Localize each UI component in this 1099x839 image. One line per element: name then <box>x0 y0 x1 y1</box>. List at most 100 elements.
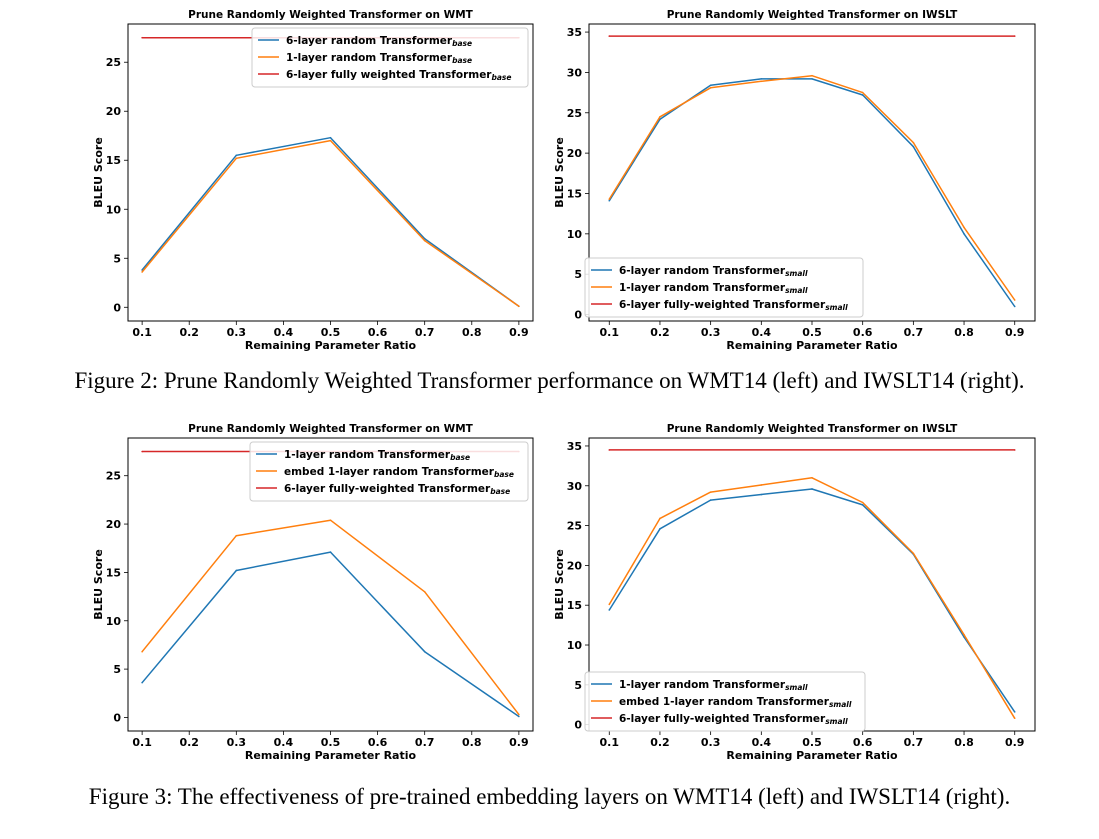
x-tick-label: 0.3 <box>701 736 721 749</box>
x-tick-label: 0.1 <box>132 736 152 749</box>
data-point <box>608 603 611 606</box>
x-tick-label: 0.1 <box>132 326 152 339</box>
x-tick-label: 0.9 <box>509 736 529 749</box>
chart-iwslt-embedding: Prune Randomly Weighted Transformer on I… <box>553 423 1036 762</box>
data-point <box>608 199 611 202</box>
data-point <box>861 501 864 504</box>
x-tick-label: 0.3 <box>227 326 247 339</box>
data-point <box>141 681 143 684</box>
y-tick-label: 5 <box>113 663 121 676</box>
x-tick-label: 0.9 <box>1005 326 1025 339</box>
y-tick-label: 15 <box>106 154 121 167</box>
x-tick-label: 0.7 <box>904 736 924 749</box>
legend-entry: 6-layer fully-weighted Transformersmall <box>619 713 848 726</box>
legend: 1-layer random Transformersmall embed 1-l… <box>584 671 866 732</box>
data-point <box>1013 711 1016 713</box>
x-tick-label: 0.5 <box>321 326 341 339</box>
x-tick-label: 0.7 <box>904 326 924 339</box>
data-point <box>709 491 712 493</box>
data-point <box>235 154 238 157</box>
x-tick-label: 0.6 <box>853 736 873 749</box>
legend: 6-layer random Transformerbase 1-layer ra… <box>251 27 529 88</box>
data-point <box>709 499 712 501</box>
x-tick-label: 0.4 <box>752 736 772 749</box>
data-point <box>912 145 915 148</box>
figure-3-caption: Figure 3: The effectiveness of pre-train… <box>88 784 1011 809</box>
data-point <box>1013 299 1016 301</box>
x-tick-label: 0.5 <box>802 736 822 749</box>
y-tick-label: 20 <box>567 559 583 572</box>
y-tick-label: 10 <box>567 228 583 241</box>
x-axis-label: Remaining Parameter Ratio <box>245 749 417 762</box>
data-point <box>659 527 661 530</box>
data-point <box>963 226 965 229</box>
legend-entry: 6-layer fully weighted Transformerbase <box>286 69 511 82</box>
legend-entry: 1-layer random Transformerbase <box>284 449 470 462</box>
y-tick-label: 15 <box>567 599 582 612</box>
legend-entry: 6-layer fully-weighted Transformerbase <box>284 483 510 496</box>
y-tick-label: 15 <box>567 187 582 200</box>
data-point <box>811 488 813 490</box>
x-tick-label: 0.2 <box>650 326 670 339</box>
x-tick-label: 0.3 <box>227 736 247 749</box>
chart-title: Prune Randomly Weighted Transformer on I… <box>667 9 958 21</box>
x-tick-label: 0.2 <box>179 736 199 749</box>
data-point <box>760 493 763 496</box>
x-tick-label: 0.9 <box>1005 736 1025 749</box>
data-point <box>518 305 520 308</box>
data-point <box>811 477 813 479</box>
y-tick-label: 0 <box>113 301 121 314</box>
series-line-1 <box>141 136 520 307</box>
data-point <box>518 713 520 716</box>
y-tick-label: 25 <box>567 520 582 533</box>
plot-frame <box>127 23 534 322</box>
y-tick-label: 30 <box>567 66 583 79</box>
x-tick-label: 0.8 <box>954 736 974 749</box>
y-tick-label: 5 <box>113 252 121 265</box>
y-axis-label: BLEU Score <box>553 137 566 208</box>
y-tick-label: 35 <box>567 26 582 39</box>
data-point <box>1013 717 1016 720</box>
data-point <box>608 449 611 451</box>
x-tick-label: 0.7 <box>415 326 435 339</box>
x-tick-label: 0.3 <box>701 326 721 339</box>
y-tick-label: 25 <box>567 107 582 120</box>
data-point <box>912 552 915 555</box>
chart-wmt-prune: Prune Randomly Weighted Transformer on W… <box>92 9 534 352</box>
data-point <box>329 519 332 521</box>
legend-entry: 6-layer random Transformersmall <box>619 265 808 278</box>
legend: 1-layer random Transformerbase embed 1-la… <box>249 441 529 502</box>
chart-title: Prune Randomly Weighted Transformer on W… <box>188 9 473 21</box>
data-point <box>861 504 864 506</box>
y-tick-label: 10 <box>106 203 122 216</box>
y-tick-label: 15 <box>106 566 121 579</box>
data-point <box>141 650 143 653</box>
y-axis-label: BLEU Score <box>553 549 566 620</box>
x-tick-label: 0.5 <box>802 326 822 339</box>
chart-title: Prune Randomly Weighted Transformer on I… <box>667 423 958 435</box>
data-point <box>518 715 520 718</box>
data-point <box>760 78 763 80</box>
y-tick-label: 10 <box>106 615 122 628</box>
chart-title: Prune Randomly Weighted Transformer on W… <box>188 423 473 435</box>
legend: 6-layer random Transformersmall 1-layer r… <box>584 257 864 318</box>
legend-box <box>249 441 529 502</box>
data-point <box>963 633 965 636</box>
x-tick-label: 0.4 <box>752 326 772 339</box>
data-point <box>423 239 426 242</box>
data-point <box>659 517 661 520</box>
data-point <box>423 590 426 593</box>
data-point <box>141 271 143 273</box>
data-point <box>608 35 611 37</box>
y-tick-label: 0 <box>113 711 121 724</box>
x-tick-label: 0.5 <box>321 736 341 749</box>
legend-entry: embed 1-layer random Transformerbase <box>284 466 514 479</box>
y-axis-label: BLEU Score <box>92 137 105 208</box>
data-point <box>235 157 238 160</box>
y-tick-label: 35 <box>567 440 582 453</box>
x-tick-label: 0.2 <box>650 736 670 749</box>
x-tick-label: 0.6 <box>368 326 388 339</box>
data-point <box>963 233 965 235</box>
x-axis-label: Remaining Parameter Ratio <box>726 749 898 762</box>
data-point <box>1013 449 1016 451</box>
